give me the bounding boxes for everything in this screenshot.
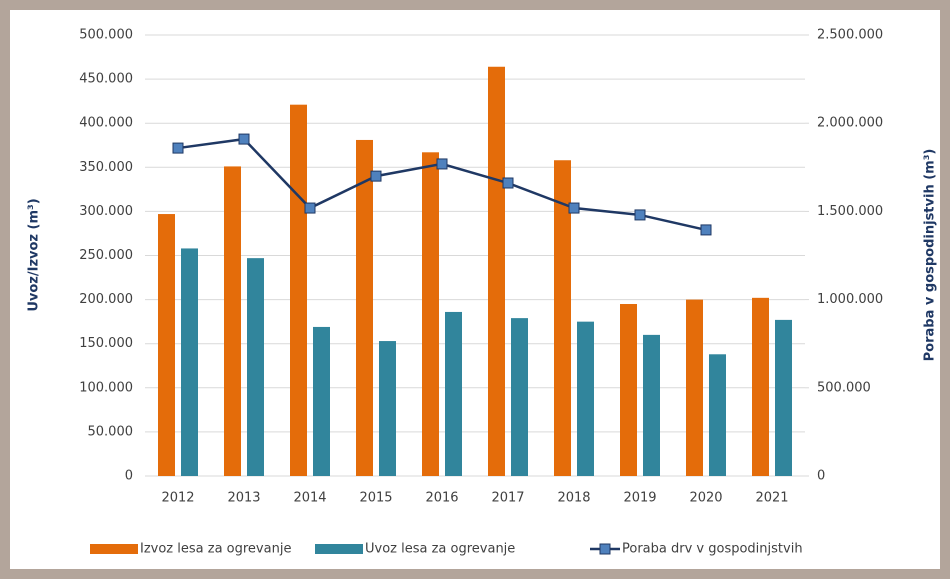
- line-marker: [370, 170, 382, 182]
- line-marker: [436, 158, 448, 170]
- bar: [488, 66, 505, 476]
- line-marker: [238, 133, 250, 145]
- bar: [181, 248, 198, 476]
- y2-tick-label: 1.000.000: [817, 292, 883, 307]
- legend-label: Izvoz lesa za ogrevanje: [140, 542, 291, 557]
- bar: [643, 334, 660, 476]
- x-tick-label: 2019: [623, 491, 656, 506]
- y2-tick-label: 2.500.000: [817, 28, 883, 43]
- y-tick-label: 100.000: [79, 380, 133, 395]
- bar: [445, 311, 462, 476]
- bar: [422, 152, 439, 476]
- y-tick-label: 300.000: [79, 204, 133, 219]
- line-marker: [304, 202, 316, 214]
- x-tick-label: 2015: [359, 491, 392, 506]
- bar: [158, 214, 175, 476]
- x-tick-label: 2020: [689, 491, 722, 506]
- y2-axis-label: Poraba v gospodinjstvih (m³): [923, 149, 938, 362]
- bar: [356, 139, 373, 476]
- bar: [577, 321, 594, 476]
- y-tick-label: 450.000: [79, 72, 133, 87]
- y-tick-label: 150.000: [79, 336, 133, 351]
- bar: [686, 299, 703, 476]
- x-tick-label: 2014: [293, 491, 326, 506]
- legend-label: Poraba drv v gospodinjstvih: [622, 542, 803, 557]
- x-tick-label: 2012: [161, 491, 194, 506]
- y2-tick-label: 500.000: [817, 380, 871, 395]
- bar: [313, 326, 330, 476]
- line-marker: [502, 177, 514, 189]
- bar: [752, 297, 769, 476]
- y2-tick-label: 0: [817, 469, 825, 484]
- y-tick-label: 500.000: [79, 28, 133, 43]
- bar: [247, 258, 264, 476]
- y-tick-label: 400.000: [79, 116, 133, 131]
- panel: [10, 10, 940, 569]
- legend-marker: [599, 543, 611, 555]
- line-marker: [172, 142, 184, 154]
- line-marker: [568, 202, 580, 214]
- line-marker: [634, 209, 646, 221]
- x-tick-label: 2021: [755, 491, 788, 506]
- x-tick-label: 2018: [557, 491, 590, 506]
- bar: [620, 304, 637, 476]
- bar: [379, 341, 396, 476]
- y2-tick-label: 2.000.000: [817, 116, 883, 131]
- y-tick-label: 250.000: [79, 248, 133, 263]
- y-tick-label: 0: [125, 469, 133, 484]
- bar: [775, 319, 792, 476]
- line-marker: [700, 224, 712, 236]
- y-tick-label: 200.000: [79, 292, 133, 307]
- y-tick-label: 350.000: [79, 160, 133, 175]
- x-tick-label: 2017: [491, 491, 524, 506]
- bar: [290, 104, 307, 476]
- y2-tick-label: 1.500.000: [817, 204, 883, 219]
- bar: [511, 318, 528, 476]
- y-axis-label: Uvoz/Izvoz (m³): [27, 198, 42, 311]
- legend-label: Uvoz lesa za ogrevanje: [365, 542, 515, 557]
- legend-swatch: [315, 544, 363, 554]
- bar: [224, 166, 241, 476]
- legend-swatch: [90, 544, 138, 554]
- bar: [554, 160, 571, 476]
- bar: [709, 354, 726, 476]
- y-tick-label: 50.000: [88, 424, 134, 439]
- x-tick-label: 2013: [227, 491, 260, 506]
- x-tick-label: 2016: [425, 491, 458, 506]
